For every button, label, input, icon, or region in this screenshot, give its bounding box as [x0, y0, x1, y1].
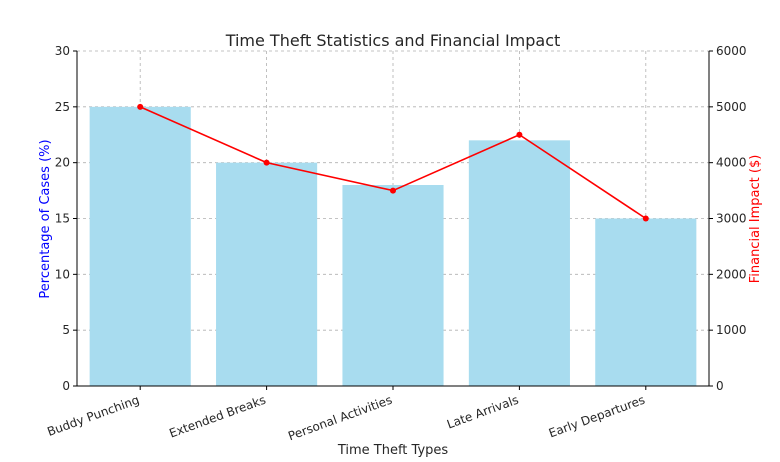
- left-ticks: 0 5 10 15 20 25 30: [55, 44, 77, 393]
- right-ticks: 0 1000 2000 3000 4000 5000 6000: [709, 44, 747, 393]
- y2-tick-label: 5000: [716, 100, 747, 114]
- bar-buddy-punching: [89, 106, 191, 386]
- bar-extended-breaks: [216, 162, 318, 386]
- line-point: [137, 103, 144, 110]
- x-tick-label: Extended Breaks: [167, 393, 267, 441]
- y2-tick-label: 4000: [716, 156, 747, 170]
- line-point: [263, 159, 270, 166]
- y2-tick-label: 3000: [716, 212, 747, 226]
- chart-title: Time Theft Statistics and Financial Impa…: [225, 31, 561, 50]
- y-tick-label: 25: [55, 100, 70, 114]
- bar-personal-activities: [342, 185, 444, 386]
- line-point: [390, 187, 396, 194]
- x-ticks: Buddy Punching Extended Breaks Personal Ac…: [45, 386, 647, 443]
- bar-late-arrivals: [468, 140, 570, 386]
- y2-tick-label: 2000: [716, 267, 747, 281]
- line-point: [642, 215, 649, 222]
- y-tick-label: 15: [55, 212, 70, 226]
- bars: [89, 106, 697, 386]
- y2-axis-label: Financial Impact ($): [748, 155, 763, 284]
- y-tick-label: 0: [62, 379, 70, 393]
- y-tick-label: 10: [55, 267, 70, 281]
- y-axis-label: Percentage of Cases (%): [38, 139, 53, 298]
- line-series: [137, 103, 649, 222]
- bar-early-departures: [595, 218, 697, 386]
- y2-tick-label: 0: [716, 379, 724, 393]
- y-tick-label: 20: [55, 156, 70, 170]
- x-tick-label: Personal Activities: [286, 393, 394, 444]
- y2-tick-label: 1000: [716, 323, 747, 337]
- x-tick-label: Buddy Punching: [45, 393, 141, 439]
- y-tick-label: 30: [55, 44, 70, 58]
- x-axis-label: Time Theft Types: [337, 443, 449, 458]
- x-tick-label: Late Arrivals: [445, 393, 520, 432]
- y-tick-label: 5: [62, 323, 70, 337]
- y2-tick-label: 6000: [716, 44, 747, 58]
- x-tick-label: Early Departures: [547, 393, 647, 441]
- line-point: [516, 131, 523, 138]
